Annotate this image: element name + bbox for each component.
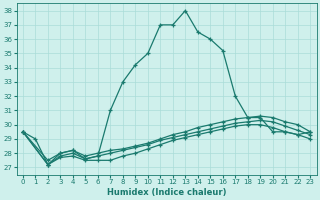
X-axis label: Humidex (Indice chaleur): Humidex (Indice chaleur) [107, 188, 226, 197]
